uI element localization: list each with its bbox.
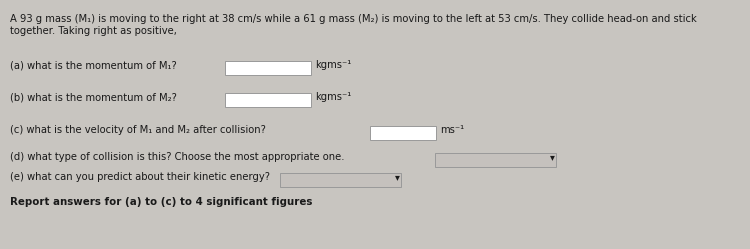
- Text: (b) what is the momentum of M₂?: (b) what is the momentum of M₂?: [10, 92, 177, 102]
- Text: kgms⁻¹: kgms⁻¹: [315, 92, 351, 102]
- Text: ▾: ▾: [550, 152, 555, 162]
- FancyBboxPatch shape: [434, 152, 556, 167]
- FancyBboxPatch shape: [280, 173, 400, 187]
- Text: (a) what is the momentum of M₁?: (a) what is the momentum of M₁?: [10, 60, 177, 70]
- FancyBboxPatch shape: [224, 61, 310, 74]
- Text: together. Taking right as positive,: together. Taking right as positive,: [10, 26, 177, 36]
- Text: Report answers for (a) to (c) to 4 significant figures: Report answers for (a) to (c) to 4 signi…: [10, 197, 312, 207]
- Text: kgms⁻¹: kgms⁻¹: [315, 60, 351, 70]
- Text: (e) what can you predict about their kinetic energy?: (e) what can you predict about their kin…: [10, 172, 270, 182]
- Text: (c) what is the velocity of M₁ and M₂ after collision?: (c) what is the velocity of M₁ and M₂ af…: [10, 125, 266, 135]
- Text: ▾: ▾: [395, 172, 400, 182]
- Text: ms⁻¹: ms⁻¹: [440, 125, 464, 135]
- FancyBboxPatch shape: [224, 92, 310, 107]
- Text: A 93 g mass (M₁) is moving to the right at 38 cm/s while a 61 g mass (M₂) is mov: A 93 g mass (M₁) is moving to the right …: [10, 14, 697, 24]
- Text: (d) what type of collision is this? Choose the most appropriate one.: (d) what type of collision is this? Choo…: [10, 152, 344, 162]
- FancyBboxPatch shape: [370, 125, 436, 139]
